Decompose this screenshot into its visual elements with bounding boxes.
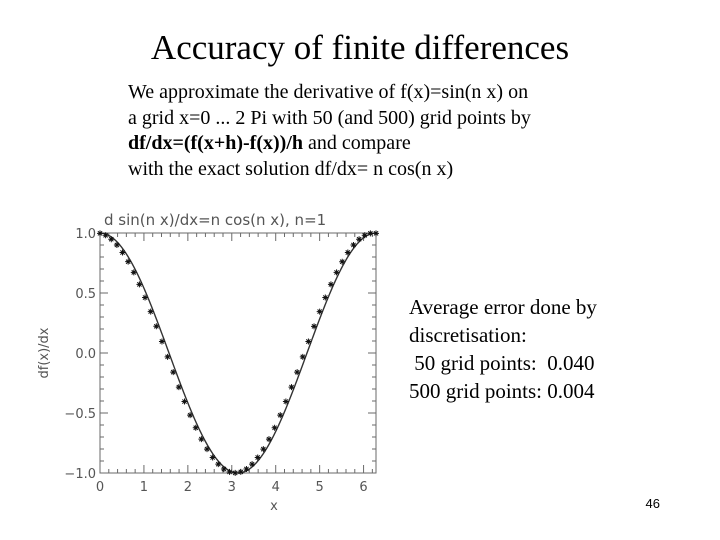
asterisk-marker	[175, 384, 182, 391]
asterisk-marker	[322, 294, 329, 301]
error-summary: Average error done by discretisation: 50…	[409, 293, 709, 405]
y-tick-label: 0.5	[75, 287, 96, 302]
asterisk-marker	[339, 258, 346, 265]
asterisk-marker	[220, 465, 227, 472]
asterisk-marker	[97, 230, 103, 237]
intro-text: We approximate the derivative of f(x)=si…	[128, 80, 708, 182]
asterisk-marker	[226, 468, 233, 475]
error-heading: Average error done by	[409, 295, 597, 319]
asterisk-marker	[265, 436, 272, 443]
asterisk-marker	[130, 269, 137, 276]
asterisk-marker	[260, 446, 267, 453]
asterisk-marker	[192, 424, 199, 431]
x-tick-label: 1	[140, 480, 148, 495]
y-tick-label: −0.5	[64, 407, 96, 422]
derivative-plot: d sin(n x)/dx=n cos(n x), n=1 0 1 2 3 4 5 6 1.0…	[37, 211, 379, 513]
x-tick-label: 2	[184, 480, 192, 495]
x-tick-label: 5	[315, 480, 323, 495]
asterisk-marker	[198, 436, 205, 443]
asterisk-marker	[187, 412, 194, 419]
x-axis-label: x	[270, 499, 278, 513]
x-tick-label: 0	[96, 480, 104, 495]
asterisk-marker	[361, 232, 368, 239]
x-tick-label: 4	[272, 480, 280, 495]
asterisk-marker	[299, 353, 306, 360]
intro-line-1: We approximate the derivative of f(x)=si…	[128, 81, 529, 103]
error-heading-2: discretisation:	[409, 323, 527, 347]
y-tick-label: 0.0	[75, 347, 96, 362]
asterisk-marker	[254, 454, 261, 461]
asterisk-marker	[136, 281, 143, 288]
error-50-points: 50 grid points: 0.040	[409, 351, 595, 375]
plot-frame	[99, 232, 377, 474]
asterisk-marker	[119, 249, 126, 256]
asterisk-marker	[356, 236, 363, 243]
intro-line-3: df/dx=(f(x+h)-f(x))/h and compare	[128, 131, 708, 157]
x-tick-label: 6	[359, 480, 367, 495]
asterisk-marker	[204, 446, 211, 453]
asterisk-marker	[288, 384, 295, 391]
y-axis-label: df(x)/dx	[37, 327, 52, 378]
error-500-points: 500 grid points: 0.004	[409, 379, 595, 403]
asterisk-marker	[344, 249, 351, 256]
asterisk-marker	[316, 308, 323, 315]
asterisk-marker	[277, 412, 284, 419]
asterisk-marker	[243, 465, 250, 472]
asterisk-marker	[181, 398, 188, 405]
x-tick-label: 3	[228, 480, 236, 495]
asterisk-marker	[282, 398, 289, 405]
asterisk-marker	[164, 353, 171, 360]
asterisk-marker	[170, 369, 177, 376]
y-tick-label: 1.0	[75, 227, 96, 242]
asterisk-marker	[271, 424, 278, 431]
y-tick-label: −1.0	[64, 467, 96, 482]
asterisk-marker	[294, 369, 301, 376]
plot-axes: 0 1 2 3 4 5 6 1.0 0.5 0.0 −0.5 −1.0	[64, 227, 376, 495]
asterisk-marker	[232, 469, 239, 476]
asterisk-marker	[113, 241, 120, 248]
asterisk-marker	[311, 323, 318, 330]
formula-text: df/dx=(f(x+h)-f(x))/h	[128, 132, 303, 154]
asterisk-marker	[209, 454, 216, 461]
slide-title: Accuracy of finite differences	[150, 28, 570, 67]
asterisk-marker	[142, 294, 149, 301]
finite-difference-markers	[97, 230, 379, 476]
exact-solution-line	[99, 232, 377, 474]
asterisk-marker	[350, 241, 357, 248]
intro-line-4: with the exact solution df/dx= n cos(n x…	[128, 157, 454, 180]
asterisk-marker	[147, 308, 154, 315]
asterisk-marker	[102, 232, 109, 239]
asterisk-marker	[333, 269, 340, 276]
asterisk-marker	[305, 338, 312, 345]
asterisk-marker	[158, 338, 165, 345]
asterisk-marker	[249, 461, 256, 468]
asterisk-marker	[367, 230, 374, 237]
asterisk-marker	[327, 281, 334, 288]
formula-suffix: and compare	[303, 132, 411, 154]
asterisk-marker	[237, 468, 244, 475]
asterisk-marker	[108, 236, 115, 243]
asterisk-marker	[215, 461, 222, 468]
asterisk-marker	[153, 323, 160, 330]
plot-title: d sin(n x)/dx=n cos(n x), n=1	[104, 211, 326, 229]
intro-line-2: a grid x=0 ... 2 Pi with 50 (and 500) gr…	[128, 106, 531, 129]
page-number: 46	[645, 496, 660, 511]
asterisk-marker	[125, 258, 132, 265]
asterisk-marker	[373, 230, 379, 237]
